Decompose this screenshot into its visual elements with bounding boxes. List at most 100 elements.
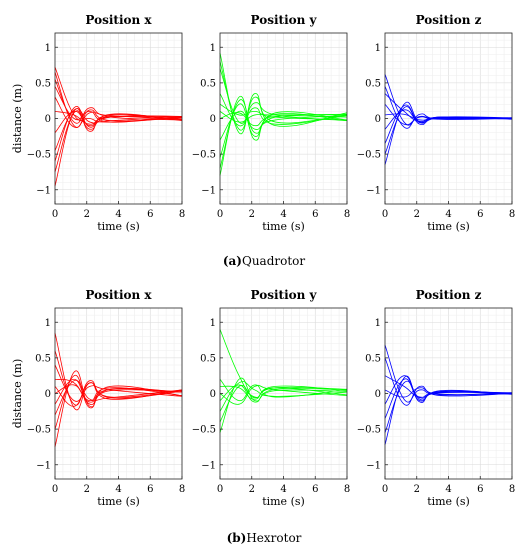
panel-0-1-xtick-label: 0 [217,209,223,220]
panel-1-1-series-3 [219,384,348,405]
panel-1-1-series-group [219,329,348,433]
panel-1-1-series-0 [219,329,348,398]
panel-0-0-series-10 [54,108,183,187]
panel-1-0-series-6 [54,378,183,405]
panel-0-2-xlabel: time (s) [427,220,470,233]
panel-1-2: 0 2 4 6 8 −1 −0.5 0 0.5 1 Position z time (s) [357,288,515,508]
panel-1-1-series-4 [219,384,348,403]
panel-1-2-ytick-label: 1 [375,318,381,329]
panel-1-0-ytick-label: −0.5 [27,425,51,436]
panel-1-2-xtick-label: 6 [477,484,483,495]
panel-1-1-ytick-label: −1 [201,460,216,471]
panel-0-1-ytick-label: −1 [201,185,216,196]
panel-0-2-series-3 [384,103,513,126]
panel-1-1-xtick-label: 8 [344,484,350,495]
chart-panels: 0 2 4 6 8 −1 −0.5 0 0.5 1 Position x time (s) distan… [11,13,515,508]
panel-0-1-ytick-label: −0.5 [192,150,216,161]
panel-0-2-series-group [384,74,513,165]
panel-0-2: 0 2 4 6 8 −1 −0.5 0 0.5 1 Position z time (s) [357,13,515,233]
panel-0-0-series-3 [54,86,183,123]
panel-0-1-series-10 [219,96,348,176]
panel-0-2-series-8 [384,101,513,165]
panel-0-0-xtick-label: 2 [84,209,90,220]
panel-0-1-xtick-label: 6 [312,209,318,220]
panel-1-0-xtick-label: 0 [52,484,58,495]
panel-1-2-xtick-label: 8 [509,484,515,495]
panel-1-0-ytick-label: 1 [45,318,51,329]
caption-a: (a)Quadrotor [223,254,306,268]
panel-1-0-series-9 [54,370,183,448]
panel-1-1: 0 2 4 6 8 −1 −0.5 0 0.5 1 Position y time (s) [192,288,350,508]
panel-0-1-title: Position y [251,13,318,27]
panel-1-0-series-8 [54,375,183,430]
panel-0-0-xtick-label: 4 [115,209,121,220]
panel-0-1-series-7 [219,110,348,141]
panel-1-0-xtick-label: 4 [115,484,121,495]
caption-b-label: (b) [227,531,247,545]
panel-1-0-xtick-label: 6 [147,484,153,495]
panel-1-0-ytick-label: −1 [36,460,51,471]
panel-1-1-series-2 [219,385,348,400]
panel-0-0-xtick-label: 8 [179,209,185,220]
panel-1-0-series-4 [54,382,183,407]
panel-0-1-xtick-label: 2 [249,209,255,220]
panel-1-1-series-7 [219,377,348,433]
panel-1-1-title: Position y [251,288,318,302]
panel-0-2-ytick-label: 1 [375,43,381,54]
panel-1-0-xtick-label: 8 [179,484,185,495]
panel-1-0-series-2 [54,364,183,402]
panel-0-0-ytick-label: 0.5 [35,78,51,89]
panel-1-1-ytick-label: 1 [210,318,216,329]
panel-1-2-title: Position z [416,288,482,302]
caption-b: (b)Hexrotor [227,531,302,545]
panel-0-2-xtick-label: 2 [414,209,420,220]
panel-0-0-xtick-label: 6 [147,209,153,220]
panel-1-1-series-6 [219,384,348,423]
panel-1-0-ytick-label: 0.5 [35,353,51,364]
panel-0-0-ytick-label: 1 [45,43,51,54]
panel-0-0-xtick-label: 0 [52,209,58,220]
panel-0-1-xlabel: time (s) [262,220,305,233]
caption-b-text: Hexrotor [246,531,301,545]
panel-0-0-ylabel: distance (m) [11,84,24,153]
panel-0-0-ytick-label: −1 [36,185,51,196]
panel-1-1-xtick-label: 2 [249,484,255,495]
panel-1-0: 0 2 4 6 8 −1 −0.5 0 0.5 1 Position x time (s) distan… [11,288,185,508]
panel-0-2-ytick-label: 0.5 [365,78,381,89]
panel-0-0-ytick-label: −0.5 [27,150,51,161]
panel-1-2-series-group [384,344,513,445]
panel-1-1-xlabel: time (s) [262,495,305,508]
panel-1-1-series-5 [219,381,348,412]
panel-1-1-ytick-label: 0.5 [200,353,216,364]
panel-0-2-title: Position z [416,13,482,27]
panel-1-2-xtick-label: 4 [445,484,451,495]
panel-0-1-ytick-label: 0.5 [200,78,216,89]
panel-0-1: 0 2 4 6 8 −1 −0.5 0 0.5 1 Position y time (s) [192,13,350,233]
panel-1-0-xtick-label: 2 [84,484,90,495]
panel-1-2-series-3 [384,387,513,398]
panel-0-1-series-group [219,52,348,176]
panel-1-1-xtick-label: 6 [312,484,318,495]
panel-0-1-xtick-label: 4 [280,209,286,220]
panel-1-2-ytick-label: 0.5 [365,353,381,364]
panel-1-2-ytick-label: −1 [366,460,381,471]
panel-0-1-series-3 [219,93,348,127]
panel-1-0-xlabel: time (s) [97,495,140,508]
caption-a-label: (a) [223,254,242,268]
panel-0-0-ytick-label: 0 [45,114,51,125]
panel-0-2-ytick-label: −1 [366,185,381,196]
panel-1-0-series-group [54,332,183,448]
panel-0-1-ytick-label: 1 [210,43,216,54]
panel-1-2-xtick-label: 0 [382,484,388,495]
panel-1-2-series-7 [384,375,513,445]
panel-0-0-series-6 [54,110,183,134]
panel-0-0-series-9 [54,110,183,173]
panel-1-0-title: Position x [85,288,152,302]
panel-1-2-xtick-label: 2 [414,484,420,495]
caption-a-text: Quadrotor [242,254,305,268]
panel-0-0-xlabel: time (s) [97,220,140,233]
panel-1-2-xlabel: time (s) [427,495,470,508]
panel-0-0-title: Position x [85,13,152,27]
panel-0-0: 0 2 4 6 8 −1 −0.5 0 0.5 1 Position x time (s) distan… [11,13,185,233]
